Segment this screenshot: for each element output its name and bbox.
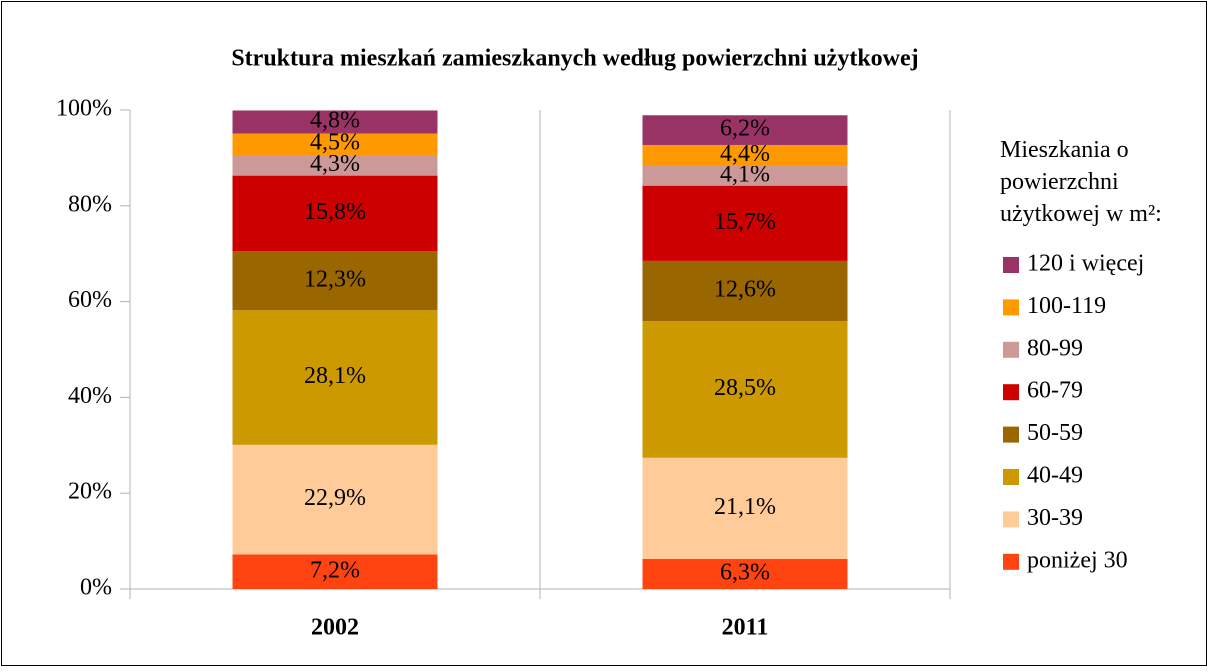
legend-label: 30-39 [1027, 505, 1083, 531]
bar-segment [232, 133, 438, 156]
legend-swatch [1003, 469, 1019, 485]
bar-segment [642, 457, 848, 559]
data-label: 7,2% [310, 557, 360, 583]
data-label: 12,6% [714, 277, 776, 303]
data-label: 15,7% [714, 209, 776, 235]
data-label: 4,5% [310, 130, 360, 156]
bar-segment [232, 110, 438, 134]
bar-segment [232, 175, 438, 252]
legend-swatch [1003, 341, 1019, 358]
legend-swatch [1003, 553, 1019, 570]
legend-label: 50-59 [1027, 420, 1083, 446]
legend-label: 40-49 [1027, 463, 1083, 489]
bar-segment [642, 185, 848, 261]
data-label: 4,4% [720, 141, 770, 167]
y-tick-label: 0% [80, 575, 112, 601]
x-tick-label: 2002 [311, 615, 359, 641]
legend-swatch [1003, 257, 1019, 273]
data-label: 15,8% [304, 199, 366, 225]
data-label: 28,5% [714, 375, 776, 401]
bar-segment [642, 166, 848, 186]
legend-swatch [1003, 384, 1019, 401]
bar-segment [642, 144, 848, 167]
bar-segment [642, 558, 848, 589]
chart-title: Struktura mieszkań zamieszkanych według … [231, 46, 918, 72]
legend-swatch [1003, 511, 1019, 528]
bar-segment [642, 321, 848, 458]
y-tick-label: 100% [56, 96, 112, 122]
bar-segment [232, 554, 438, 589]
bar-segment [232, 155, 438, 176]
legend-label: 120 i więcej [1027, 251, 1144, 277]
bar-segment [232, 310, 438, 445]
y-tick-label: 40% [68, 383, 112, 409]
data-label: 22,9% [304, 485, 366, 511]
bar-segment [232, 444, 438, 555]
legend-title: Mieszkania o powierzchni użytkowej w m²: [1000, 137, 1162, 227]
y-tick-label: 60% [68, 287, 112, 313]
data-label: 12,3% [304, 266, 366, 292]
data-label: 6,3% [720, 559, 770, 585]
legend-label: 100-119 [1027, 293, 1106, 319]
legend-label: 80-99 [1027, 335, 1083, 361]
bar-segment [232, 251, 438, 311]
legend-swatch [1003, 299, 1019, 316]
y-tick-label: 20% [68, 479, 112, 505]
data-label: 4,8% [310, 107, 360, 133]
legend-swatch [1003, 426, 1019, 443]
data-label: 4,3% [310, 151, 360, 177]
y-tick-label: 80% [68, 191, 112, 217]
data-label: 28,1% [304, 363, 366, 389]
x-tick-label: 2011 [722, 615, 769, 641]
data-label: 21,1% [714, 494, 776, 520]
bar-segment [642, 260, 848, 322]
data-label: 6,2% [720, 116, 770, 142]
legend-label: poniżej 30 [1027, 547, 1128, 573]
legend-label: 60-79 [1027, 378, 1083, 404]
bar-segment [642, 115, 848, 145]
